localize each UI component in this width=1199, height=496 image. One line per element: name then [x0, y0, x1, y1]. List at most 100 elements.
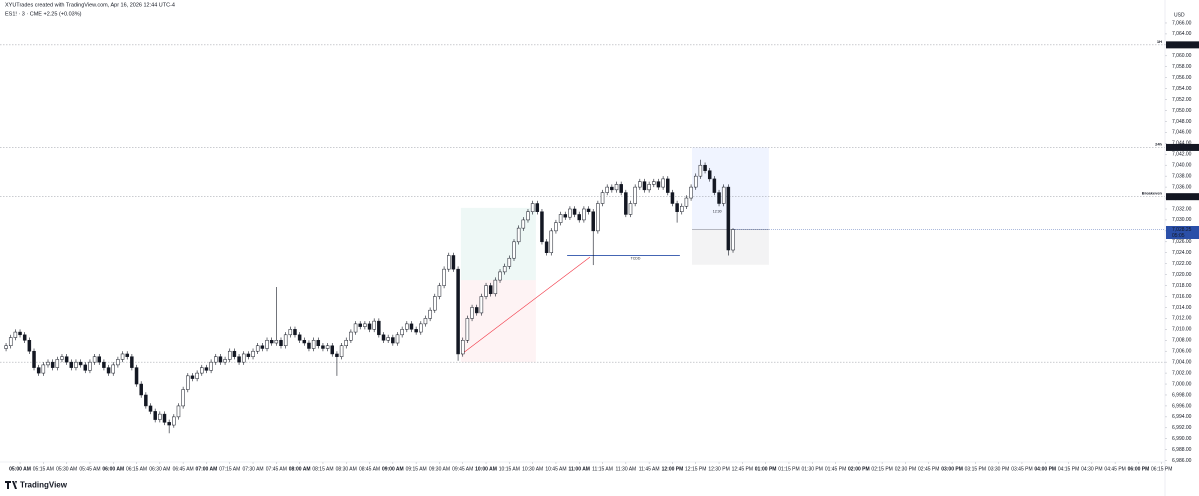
- candle-body: [516, 227, 521, 243]
- candle-body: [675, 203, 679, 212]
- candle-body: [400, 329, 404, 336]
- candle-body: [311, 340, 316, 349]
- candle-body: [507, 257, 512, 267]
- x-tick-label: 09:00 AM: [382, 466, 404, 472]
- y-tick-label: 7,038.00: [1172, 173, 1192, 179]
- level-name: Breakeven: [1142, 191, 1163, 196]
- candle-body: [381, 334, 386, 341]
- candle-body: [223, 359, 227, 363]
- candle-body: [120, 353, 125, 360]
- y-tick-label: 7,004.00: [1172, 359, 1192, 365]
- x-tick-label: 07:15 AM: [219, 466, 240, 472]
- candle-body: [214, 356, 218, 363]
- candle-body: [526, 211, 530, 221]
- candle-body: [642, 181, 647, 191]
- y-tick-label: 7,044.00: [1172, 141, 1192, 147]
- candle-body: [50, 361, 55, 368]
- candle-body: [707, 170, 712, 180]
- candle-body: [684, 197, 689, 207]
- y-tick-label: 6,988.00: [1172, 447, 1192, 453]
- candle-body: [610, 186, 614, 191]
- candle-body: [111, 364, 115, 374]
- candle-body: [689, 186, 693, 199]
- candle-body: [307, 342, 311, 349]
- candle-body: [367, 323, 372, 330]
- y-tick-label: 7,026.00: [1172, 239, 1192, 245]
- candle-body: [255, 345, 260, 352]
- x-tick-label: 02:45 PM: [918, 466, 939, 472]
- x-tick-label: 02:15 PM: [871, 466, 892, 472]
- candle-body: [316, 340, 321, 346]
- candle-body: [88, 361, 92, 371]
- x-tick-label: 06:15 AM: [126, 466, 147, 472]
- candle-body: [241, 353, 246, 363]
- y-tick-label: 7,056.00: [1172, 75, 1192, 81]
- candle-body: [488, 285, 493, 295]
- candle-body: [153, 411, 157, 420]
- candle-body: [293, 329, 297, 336]
- line-label: TCDD: [631, 256, 641, 260]
- countdown: 05:05: [1172, 233, 1185, 239]
- candle-body: [666, 178, 670, 193]
- candle-body: [474, 307, 479, 314]
- x-tick-label: 04:00 PM: [1034, 466, 1056, 472]
- x-tick-label: 08:30 AM: [336, 466, 357, 472]
- candle-body: [721, 186, 726, 204]
- candle-body: [339, 345, 344, 357]
- y-tick-label: 7,050.00: [1172, 108, 1192, 114]
- candle-body: [605, 186, 609, 193]
- candle-body: [577, 214, 581, 221]
- candle-body: [549, 230, 554, 253]
- candle-body: [614, 184, 619, 191]
- candle-body: [447, 255, 451, 270]
- candle-body: [55, 359, 60, 368]
- candle-body: [302, 340, 307, 344]
- plot-area: TCDD 12:30: [0, 44, 1165, 434]
- y-tick-label: 7,002.00: [1172, 370, 1192, 376]
- y-tick-label: 7,036.00: [1172, 184, 1192, 190]
- x-tick-label: 06:45 AM: [173, 466, 194, 472]
- y-tick-label: 6,996.00: [1172, 403, 1192, 409]
- candle-body: [260, 345, 265, 349]
- x-tick-label: 05:30 AM: [56, 466, 77, 472]
- y-tick-label: 6,990.00: [1172, 436, 1192, 442]
- candle-body: [456, 268, 460, 355]
- x-tick-label: 04:45 PM: [1104, 466, 1125, 472]
- y-tick-label: 7,016.00: [1172, 294, 1192, 300]
- x-tick-label: 09:30 AM: [429, 466, 450, 472]
- candle-body: [377, 320, 381, 336]
- candle-body: [195, 372, 199, 379]
- candle-body: [414, 329, 418, 333]
- candle-body: [27, 340, 32, 352]
- x-tick-label: 10:15 AM: [499, 466, 520, 472]
- level-name: 24h: [1155, 141, 1162, 146]
- candle-body: [712, 178, 717, 193]
- candle-body: [498, 271, 502, 281]
- profit-zone: [692, 147, 769, 230]
- x-tick-label: 01:30 PM: [802, 466, 823, 472]
- candle-body: [181, 389, 185, 407]
- candle-body: [582, 208, 586, 221]
- x-tick-label: 12:30 PM: [708, 466, 729, 472]
- y-tick-label: 7,000.00: [1172, 381, 1192, 387]
- candle-body: [349, 331, 353, 341]
- x-tick-label: 09:45 AM: [452, 466, 473, 472]
- candle-body: [460, 340, 465, 355]
- candle-body: [484, 285, 488, 297]
- candle-body: [32, 350, 36, 368]
- x-tick-label: 10:00 AM: [475, 466, 497, 472]
- candle-body: [470, 307, 474, 319]
- candle-body: [391, 337, 395, 344]
- candle-body: [465, 318, 470, 341]
- candle-body: [535, 203, 540, 212]
- candle-body: [428, 309, 432, 319]
- x-tick-label: 07:00 AM: [196, 466, 218, 472]
- candle-body: [4, 345, 8, 349]
- candle-body: [204, 367, 209, 371]
- candle-body: [512, 241, 516, 259]
- candle-body: [544, 241, 549, 253]
- x-tick-label: 07:30 AM: [242, 466, 263, 472]
- y-tick-label: 7,024.00: [1172, 250, 1192, 256]
- x-tick-label: 08:00 AM: [289, 466, 311, 472]
- profit-zone: [460, 207, 536, 281]
